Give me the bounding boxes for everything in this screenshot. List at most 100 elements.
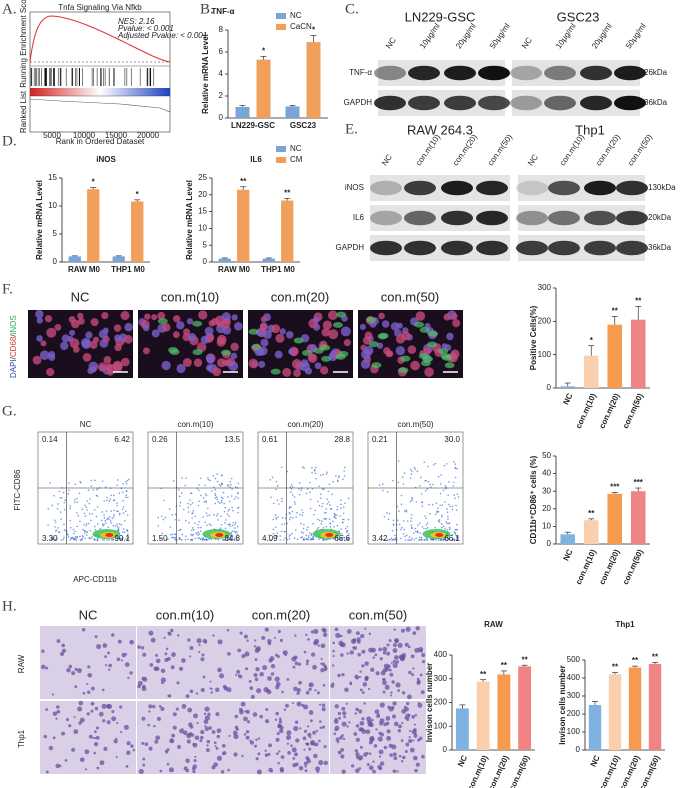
flow-event: [122, 483, 125, 485]
flow-event: [418, 485, 421, 487]
flow-event: [345, 527, 347, 530]
flow-event: [191, 534, 194, 537]
flow-event: [74, 483, 77, 485]
invaded-cell: [234, 714, 239, 719]
invaded-cell: [407, 645, 411, 649]
invaded-cell: [321, 725, 326, 729]
y-tick-label: 300: [567, 691, 581, 700]
flow-event: [289, 512, 291, 515]
invaded-cell: [337, 711, 342, 716]
flow-event: [441, 526, 443, 529]
flow-event: [298, 493, 301, 496]
nucleus: [142, 347, 150, 355]
invaded-cell: [305, 659, 310, 663]
invaded-cell: [189, 645, 194, 651]
flow-event: [116, 502, 118, 504]
flow-event: [200, 538, 202, 540]
flow-event: [227, 523, 229, 526]
flow-event: [333, 538, 336, 540]
nucleus: [206, 356, 214, 364]
flow-event: [288, 507, 291, 509]
flow-event: [74, 535, 77, 538]
invaded-cell: [88, 734, 93, 739]
flow-event: [187, 538, 189, 540]
invaded-cell: [281, 690, 284, 694]
invaded-cell: [55, 717, 58, 720]
flow-event: [127, 496, 129, 499]
flow-event: [184, 535, 187, 537]
invaded-cell: [361, 649, 366, 654]
flow-event: [63, 509, 66, 511]
invaded-cell: [345, 702, 348, 705]
invaded-cell: [319, 720, 322, 723]
invaded-cell: [382, 690, 386, 694]
invaded-cell: [296, 701, 302, 707]
flow-event: [446, 463, 448, 465]
blot-band: [370, 180, 402, 196]
invaded-cell: [403, 706, 409, 712]
invaded-cell: [293, 752, 298, 757]
invaded-cell: [390, 694, 393, 697]
flow-event: [96, 488, 98, 491]
quadrant-value: 0.26: [152, 435, 168, 444]
invaded-cell: [202, 675, 206, 679]
invaded-cell: [164, 657, 169, 663]
flow-event: [202, 497, 205, 499]
invaded-cell: [306, 742, 310, 746]
invaded-cell: [313, 753, 318, 759]
invaded-cell: [305, 756, 310, 760]
invaded-cell: [311, 652, 316, 657]
invaded-cell: [386, 643, 390, 647]
flow-event: [333, 526, 335, 528]
quadrant-value: 4.09: [262, 534, 278, 543]
flow-event: [84, 530, 86, 532]
bar: [560, 534, 576, 544]
flow-event: [444, 501, 446, 503]
invaded-cell: [299, 727, 302, 730]
panel-label: A.: [2, 1, 17, 17]
invaded-cell: [58, 764, 62, 768]
flow-event: [432, 538, 435, 541]
invaded-cell: [228, 734, 231, 737]
flow-event: [420, 536, 423, 539]
invaded-cell: [264, 753, 269, 757]
inos-signal: [248, 328, 259, 335]
flow-event: [397, 481, 400, 484]
invaded-cell: [303, 704, 309, 710]
invaded-cell: [237, 674, 240, 677]
blot-band: [404, 240, 436, 256]
invaded-cell: [319, 703, 322, 706]
quadrant-value: 0.14: [42, 435, 58, 444]
flow-event: [222, 491, 225, 494]
invaded-cell: [185, 768, 190, 773]
invasion-image: [330, 626, 426, 699]
flow-event: [229, 539, 232, 541]
significance: *: [262, 47, 266, 56]
flow-event: [275, 534, 278, 537]
invaded-cell: [321, 703, 326, 707]
gsea-ranked-line: [29, 98, 171, 113]
invaded-cell: [294, 661, 299, 666]
significance: **: [480, 670, 487, 679]
invaded-cell: [303, 748, 306, 751]
flow-event: [62, 491, 65, 494]
invaded-cell: [171, 733, 176, 738]
flow-event: [205, 512, 208, 514]
invaded-cell: [286, 730, 292, 736]
y-tick-label: 10: [198, 224, 207, 233]
blot-band: [616, 240, 648, 256]
flow-event: [291, 532, 293, 535]
flow-event: [298, 482, 301, 484]
invaded-cell: [206, 744, 209, 747]
flow-event: [91, 513, 94, 515]
significance: **: [632, 656, 639, 665]
nucleus: [173, 315, 181, 323]
invaded-cell: [155, 735, 161, 741]
flow-event: [218, 483, 221, 486]
flow-event: [280, 530, 283, 533]
nucleus: [279, 328, 286, 335]
invaded-cell: [181, 658, 186, 663]
invaded-cell: [393, 756, 398, 761]
blot-band: [408, 95, 440, 111]
flow-event: [229, 486, 231, 488]
